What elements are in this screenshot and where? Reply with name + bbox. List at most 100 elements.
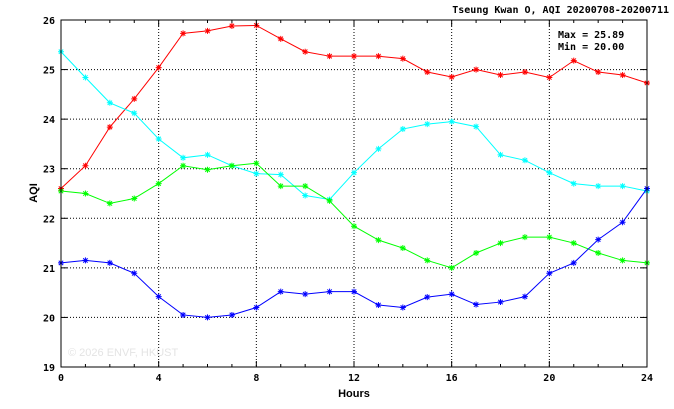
data-point xyxy=(521,293,528,300)
data-point xyxy=(351,169,357,176)
data-point xyxy=(521,234,528,241)
data-point xyxy=(326,53,333,60)
data-point xyxy=(180,30,187,37)
data-point xyxy=(131,95,138,102)
data-point xyxy=(106,124,113,131)
data-point xyxy=(351,53,357,60)
series-3 xyxy=(58,185,650,321)
data-point xyxy=(424,69,431,76)
data-point xyxy=(302,192,309,199)
data-point xyxy=(82,190,89,197)
data-point xyxy=(546,234,553,241)
data-point xyxy=(180,162,187,169)
data-point xyxy=(204,166,211,173)
y-tick-label: 24 xyxy=(43,115,55,126)
data-point xyxy=(570,240,577,247)
grid-lines xyxy=(61,20,647,367)
data-point xyxy=(155,180,162,187)
data-point xyxy=(595,69,602,76)
data-point xyxy=(155,293,162,300)
data-point xyxy=(399,304,406,311)
chart-title: Tseung Kwan O, AQI 20200708-20200711 xyxy=(452,5,669,16)
x-tick-label: 24 xyxy=(641,373,653,384)
data-point xyxy=(302,183,309,190)
x-tick-label: 4 xyxy=(156,373,162,384)
data-point xyxy=(228,311,235,318)
data-point xyxy=(326,288,333,295)
y-axis-title: AQI xyxy=(28,183,40,203)
axis-ticks: 0 4 8 12 16 20 24 19 20 21 22 23 24 25 26 xyxy=(43,16,653,384)
data-point xyxy=(277,288,284,295)
data-point xyxy=(521,157,528,164)
data-point xyxy=(473,301,480,308)
data-point xyxy=(253,160,260,167)
data-point xyxy=(277,35,284,42)
data-point xyxy=(302,48,309,55)
data-point xyxy=(180,154,187,161)
y-tick-label: 26 xyxy=(43,16,55,27)
data-point xyxy=(497,240,504,247)
data-point xyxy=(375,145,382,152)
data-point xyxy=(82,74,89,81)
data-point xyxy=(497,72,504,79)
data-point xyxy=(424,121,431,128)
watermark: © 2026 ENVF, HKUST xyxy=(68,347,178,359)
data-point xyxy=(497,299,504,306)
data-point xyxy=(375,302,382,309)
data-point xyxy=(204,314,211,321)
data-point xyxy=(131,110,138,117)
data-point xyxy=(595,236,602,243)
data-point xyxy=(595,249,602,256)
data-point xyxy=(106,200,113,207)
data-point xyxy=(497,151,504,158)
y-tick-label: 19 xyxy=(43,363,55,374)
max-label: Max = 25.89 xyxy=(558,30,624,41)
x-tick-label: 12 xyxy=(348,373,360,384)
data-point xyxy=(570,57,577,64)
data-point xyxy=(424,257,431,264)
data-point xyxy=(82,162,89,169)
data-point xyxy=(155,64,162,71)
data-point xyxy=(351,223,357,230)
data-point xyxy=(375,53,382,60)
data-point xyxy=(399,126,406,133)
data-point xyxy=(546,74,553,81)
data-point xyxy=(619,183,626,190)
data-point xyxy=(595,183,602,190)
y-tick-label: 23 xyxy=(43,165,55,176)
data-point xyxy=(448,74,455,81)
data-point xyxy=(546,169,553,176)
data-point xyxy=(204,151,211,158)
data-point xyxy=(180,311,187,318)
data-point xyxy=(228,162,235,169)
y-tick-label: 22 xyxy=(43,214,55,225)
y-tick-label: 20 xyxy=(43,313,55,324)
data-point xyxy=(253,170,260,177)
series-2 xyxy=(58,160,650,271)
data-point xyxy=(619,257,626,264)
data-point xyxy=(277,171,284,178)
data-point xyxy=(448,264,455,271)
data-point xyxy=(228,22,235,29)
data-point xyxy=(448,291,455,298)
data-point xyxy=(277,183,284,190)
data-point xyxy=(424,294,431,301)
data-point xyxy=(399,245,406,252)
data-point xyxy=(473,66,480,73)
data-point xyxy=(570,180,577,187)
x-tick-label: 20 xyxy=(543,373,555,384)
data-point xyxy=(253,304,260,311)
data-point xyxy=(131,270,138,277)
data-point xyxy=(448,118,455,125)
data-point xyxy=(399,55,406,62)
data-point xyxy=(619,72,626,79)
data-point xyxy=(155,135,162,142)
data-point xyxy=(619,219,626,226)
x-tick-label: 0 xyxy=(58,373,64,384)
series-line xyxy=(60,188,648,318)
x-axis-title: Hours xyxy=(338,388,370,400)
data-point xyxy=(106,99,113,106)
x-tick-label: 8 xyxy=(253,373,259,384)
min-label: Min = 20.00 xyxy=(558,41,624,53)
